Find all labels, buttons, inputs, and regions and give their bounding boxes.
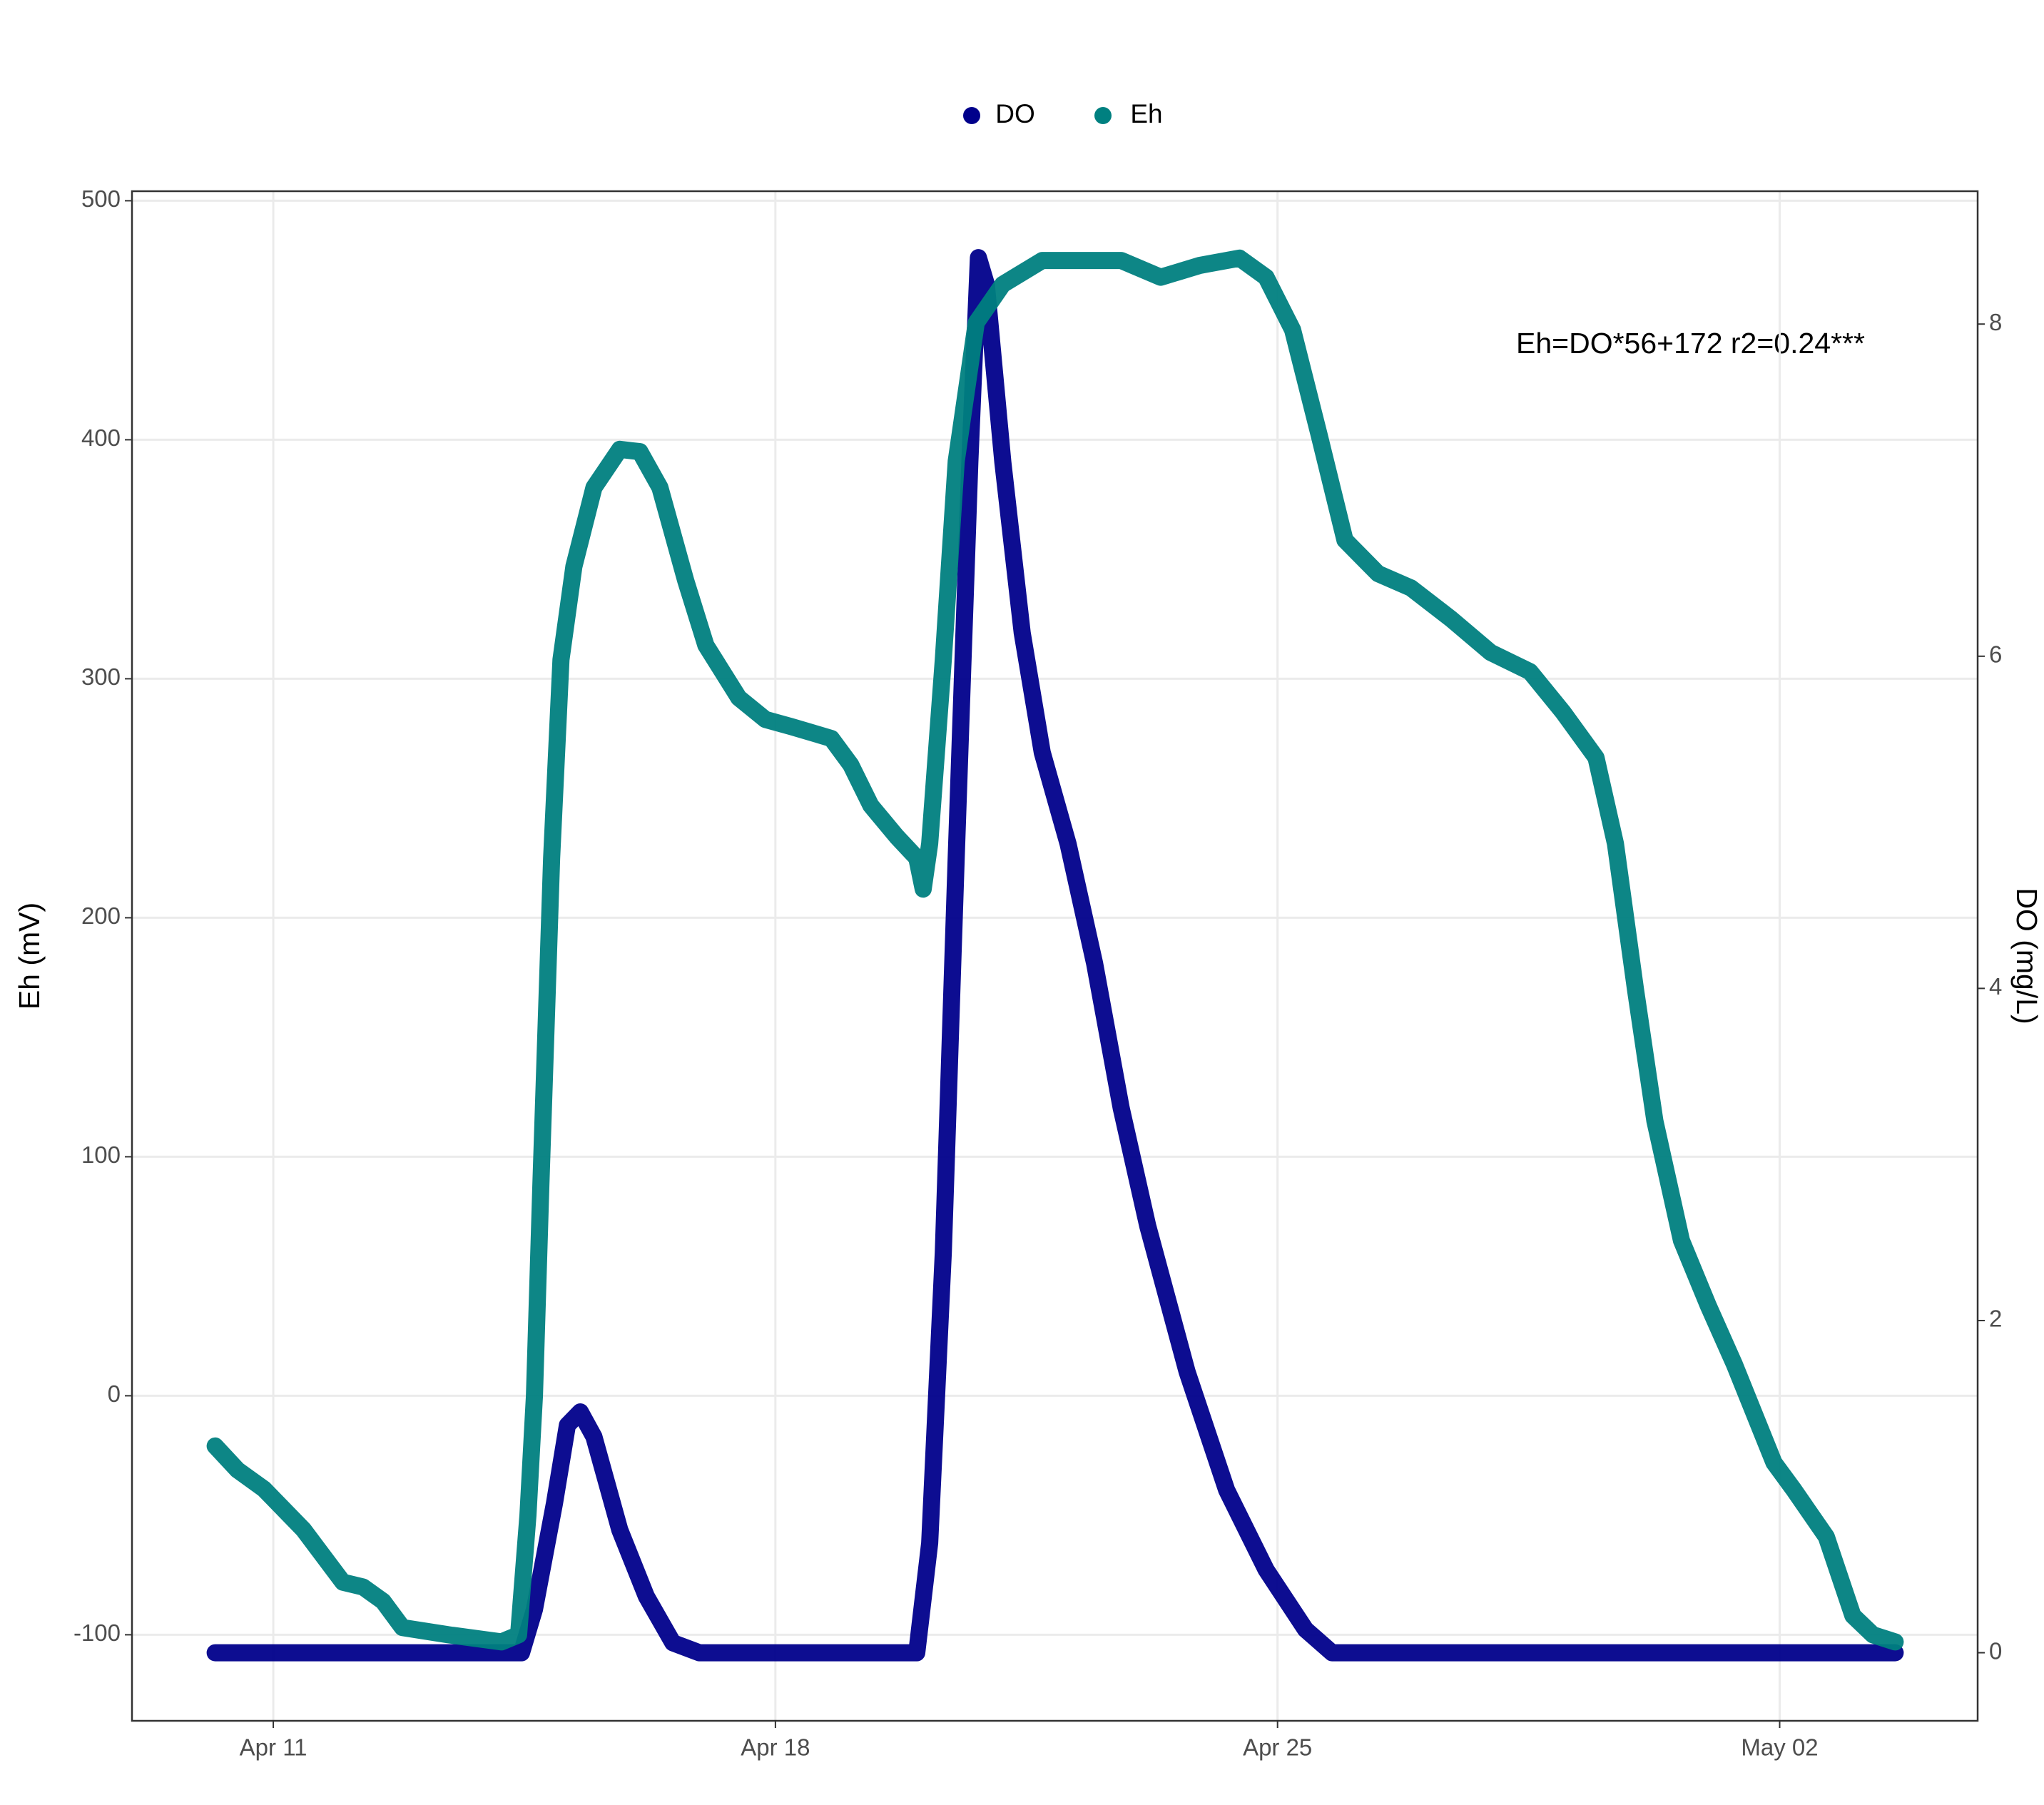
y-tick-label: 400	[81, 424, 121, 451]
legend-label: Eh	[1130, 99, 1162, 128]
legend-marker	[963, 107, 980, 124]
legend-label: DO	[995, 99, 1035, 128]
y-tick-label: 100	[81, 1142, 121, 1168]
series-line	[206, 249, 1904, 1662]
y-tick-label: 300	[81, 663, 121, 690]
annotation: Eh=DO*56+172 r2=0.24***	[1516, 327, 1865, 360]
y2-tick-label: 6	[1989, 641, 2002, 668]
legend-marker	[1094, 107, 1112, 124]
y2-axis-title: DO (mg/L)	[2010, 888, 2043, 1024]
x-tick-label: Apr 25	[1243, 1734, 1312, 1761]
y2-tick-label: 2	[1989, 1306, 2002, 1332]
series-line	[206, 249, 1904, 1651]
y-axis-title: Eh (mV)	[13, 902, 46, 1010]
y2-tick-label: 0	[1989, 1637, 2002, 1664]
x-tick-label: May 02	[1741, 1734, 1818, 1761]
y2-tick-label: 4	[1989, 973, 2002, 1000]
x-tick-label: Apr 11	[240, 1734, 307, 1761]
y-tick-label: 500	[81, 185, 121, 212]
x-tick-label: Apr 18	[741, 1734, 810, 1761]
y2-tick-label: 8	[1989, 309, 2002, 335]
y-tick-label: 200	[81, 902, 121, 929]
y-tick-label: -100	[73, 1620, 121, 1646]
y-tick-label: 0	[108, 1381, 121, 1407]
plot-border	[131, 190, 1979, 1722]
